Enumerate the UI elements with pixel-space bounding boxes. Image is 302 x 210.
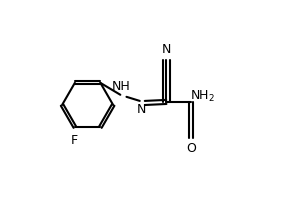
Text: NH: NH <box>112 80 131 93</box>
Text: F: F <box>70 134 77 147</box>
Text: N: N <box>137 103 146 116</box>
Text: O: O <box>186 142 196 155</box>
Text: NH$_2$: NH$_2$ <box>190 89 215 104</box>
Text: N: N <box>162 43 171 56</box>
